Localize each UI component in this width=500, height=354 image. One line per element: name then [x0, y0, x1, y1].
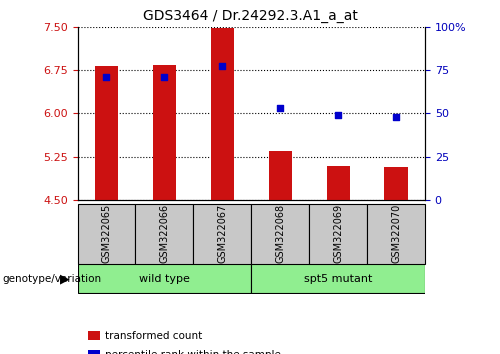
FancyBboxPatch shape: [252, 264, 425, 293]
Text: GSM322066: GSM322066: [160, 204, 170, 263]
Bar: [95, 66, 118, 200]
FancyBboxPatch shape: [309, 204, 367, 264]
Text: GSM322068: GSM322068: [275, 204, 285, 263]
Point: [392, 114, 400, 120]
FancyBboxPatch shape: [136, 204, 194, 264]
FancyBboxPatch shape: [78, 264, 252, 293]
Text: wild type: wild type: [139, 274, 190, 284]
Bar: [153, 65, 176, 200]
Bar: [268, 151, 292, 200]
Point: [334, 112, 342, 118]
Point: [276, 105, 284, 111]
FancyBboxPatch shape: [367, 204, 425, 264]
Bar: [384, 167, 407, 200]
Text: GDS3464 / Dr.24292.3.A1_a_at: GDS3464 / Dr.24292.3.A1_a_at: [142, 9, 358, 23]
Text: spt5 mutant: spt5 mutant: [304, 274, 372, 284]
Bar: [326, 166, 349, 200]
Text: GSM322069: GSM322069: [333, 204, 343, 263]
Text: transformed count: transformed count: [105, 331, 202, 341]
Text: ▶: ▶: [60, 272, 70, 285]
Point: [218, 64, 226, 69]
FancyBboxPatch shape: [194, 204, 252, 264]
FancyBboxPatch shape: [78, 204, 136, 264]
FancyBboxPatch shape: [252, 204, 309, 264]
Text: percentile rank within the sample: percentile rank within the sample: [105, 350, 281, 354]
Point: [160, 74, 168, 80]
Point: [102, 74, 110, 80]
Text: GSM322067: GSM322067: [218, 204, 228, 263]
Bar: [210, 28, 234, 200]
Text: genotype/variation: genotype/variation: [2, 274, 102, 284]
Text: GSM322070: GSM322070: [391, 204, 401, 263]
Text: GSM322065: GSM322065: [102, 204, 112, 263]
